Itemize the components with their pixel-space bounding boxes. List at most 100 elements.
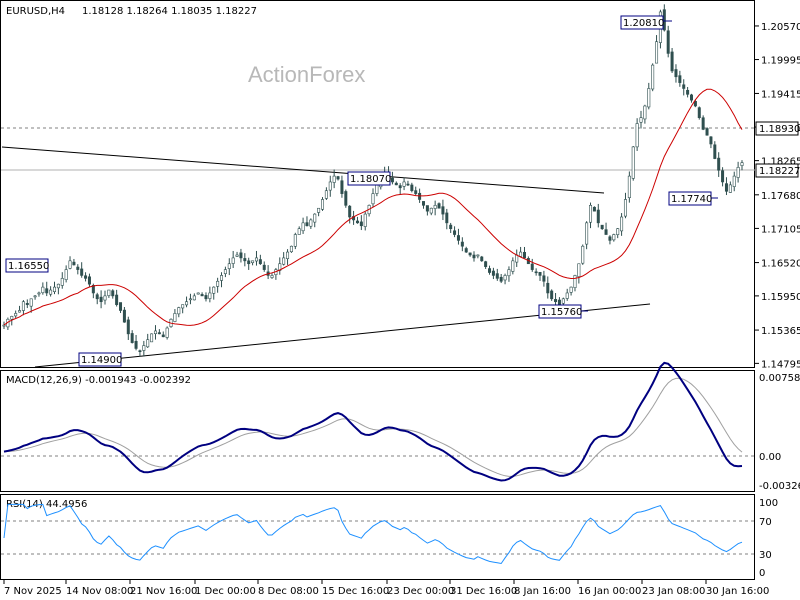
svg-text:1.20810: 1.20810 xyxy=(623,18,664,29)
candle-body xyxy=(402,181,406,187)
candle-body xyxy=(530,263,534,270)
rsi-pane[interactable] xyxy=(0,494,755,580)
candle-body xyxy=(150,333,154,343)
candle-body xyxy=(627,175,631,198)
candle-body xyxy=(429,207,433,214)
svg-text:1.14900: 1.14900 xyxy=(81,355,122,366)
candle-body xyxy=(468,252,472,256)
candle-body xyxy=(600,224,604,229)
candle-body xyxy=(631,146,635,179)
candle-body xyxy=(142,345,146,351)
candle-body xyxy=(126,319,130,335)
candle-body xyxy=(550,290,554,300)
candle-body xyxy=(577,263,581,277)
candle-body xyxy=(328,181,332,191)
annotation-1-14900: 1.14900 xyxy=(78,352,122,367)
time-tick-label: 1 Dec 00:00 xyxy=(195,586,256,597)
candle-body xyxy=(119,302,123,311)
candle-body xyxy=(736,167,740,178)
candle-body xyxy=(620,216,624,232)
candle-body xyxy=(534,271,538,274)
candle-body xyxy=(25,303,29,305)
candle-body xyxy=(472,254,476,259)
candle-body xyxy=(666,30,670,54)
price-tick-label: 1.19995 xyxy=(761,56,800,67)
time-tick-label: 15 Dec 16:00 xyxy=(322,586,389,597)
price-tick-label: 1.15365 xyxy=(761,326,800,337)
candle-body xyxy=(227,263,231,269)
candle-body xyxy=(359,221,363,227)
time-tick-label: 8 Jan 16:00 xyxy=(514,586,571,597)
candle-body xyxy=(196,292,200,295)
candle-body xyxy=(503,275,507,281)
candle-body xyxy=(10,316,14,320)
candle-body xyxy=(433,205,437,209)
candle-body xyxy=(41,286,45,294)
candle-body xyxy=(37,292,41,295)
candle-body xyxy=(2,324,6,327)
candle-body xyxy=(740,162,744,166)
candle-body xyxy=(45,288,49,294)
candle-body xyxy=(115,294,119,305)
candle-body xyxy=(301,222,305,232)
candle-body xyxy=(592,206,596,212)
rsi-tick-0: 0 xyxy=(759,568,765,579)
time-tick-label: 23 Dec 00:00 xyxy=(387,586,454,597)
candle-body xyxy=(406,183,410,186)
candle-body xyxy=(355,220,359,224)
candle-body xyxy=(554,299,558,303)
rsi-title: RSI(14) 44.4956 xyxy=(6,499,87,510)
candle-body xyxy=(557,299,561,305)
candle-body xyxy=(173,313,177,322)
candle-body xyxy=(80,268,84,276)
annotation-1-18070: 1.18070 xyxy=(347,171,391,186)
rsi-tick-100: 100 xyxy=(759,498,778,509)
price-tick-label: 1.18265 xyxy=(761,157,800,168)
svg-text:1.16550: 1.16550 xyxy=(8,261,49,272)
candle-body xyxy=(705,128,709,136)
svg-text:1.18070: 1.18070 xyxy=(350,174,391,185)
annotation-1-15760: 1.15760 xyxy=(538,304,582,319)
candle-body xyxy=(21,301,25,311)
candle-body xyxy=(340,180,344,194)
candle-body xyxy=(76,266,80,270)
time-tick-label: 30 Jan 16:00 xyxy=(706,586,769,597)
candle-body xyxy=(612,234,616,241)
candle-body xyxy=(72,261,76,266)
candle-body xyxy=(519,251,523,257)
candle-body xyxy=(511,260,515,272)
candle-body xyxy=(64,269,68,280)
candle-body xyxy=(453,230,457,235)
candle-body xyxy=(569,286,573,293)
macd-tick-zero: 0.00 xyxy=(759,452,781,463)
candle-body xyxy=(441,206,445,215)
candle-body xyxy=(643,105,647,120)
candle-body xyxy=(390,177,394,183)
candle-body xyxy=(321,199,325,210)
candle-body xyxy=(87,276,91,285)
macd-main-line xyxy=(3,361,743,482)
candle-body xyxy=(709,136,713,145)
candle-body xyxy=(297,228,301,235)
price-tick-label: 1.15950 xyxy=(761,292,800,303)
candle-body xyxy=(690,94,694,101)
candle-body xyxy=(604,229,608,235)
candle-body xyxy=(717,157,721,171)
macd-tick-top: 0.007585 xyxy=(759,373,800,384)
rsi-tick-30: 30 xyxy=(759,550,772,561)
candle-body xyxy=(724,183,728,192)
candle-body xyxy=(231,257,235,264)
candle-body xyxy=(561,298,565,304)
candle-body xyxy=(522,251,526,259)
candle-body xyxy=(608,236,612,241)
candle-body xyxy=(33,295,37,298)
time-tick-label: 21 Nov 16:00 xyxy=(130,586,197,597)
candle-body xyxy=(701,117,705,130)
candle-body xyxy=(670,51,674,72)
candle-body xyxy=(565,292,569,299)
candle-body xyxy=(212,286,216,294)
candle-body xyxy=(697,107,701,118)
candle-body xyxy=(425,205,429,212)
